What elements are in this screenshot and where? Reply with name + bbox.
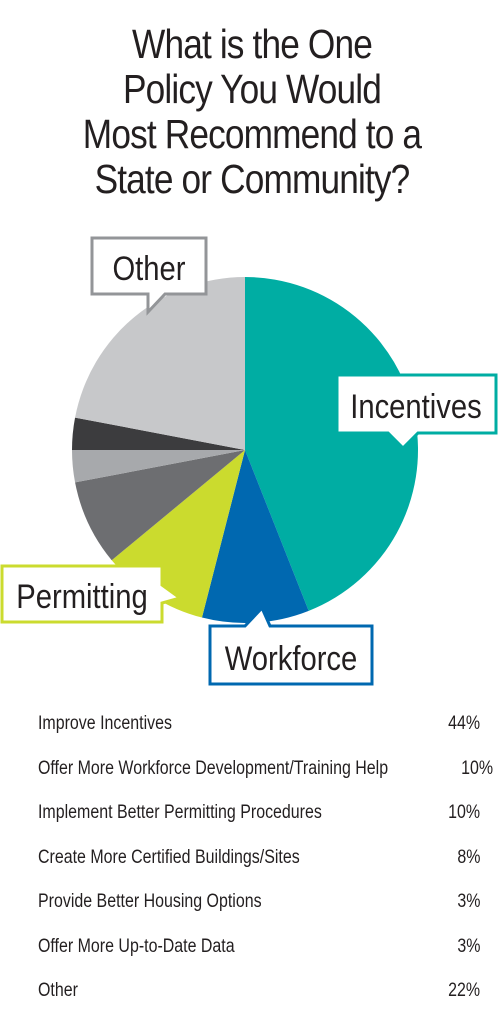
table-row: Provide Better Housing Options 3% bbox=[38, 891, 480, 936]
callout-box bbox=[0, 564, 184, 624]
row-label: Provide Better Housing Options bbox=[38, 891, 262, 912]
callout-label-workforce: Workforce bbox=[225, 639, 358, 678]
results-table: Improve Incentives 44% Offer More Workfo… bbox=[38, 713, 493, 1025]
title-line: Most Recommend to a bbox=[82, 111, 422, 157]
pie-slices bbox=[72, 277, 419, 623]
callout-box bbox=[335, 373, 498, 451]
row-label: Offer More Up-to-Date Data bbox=[38, 935, 235, 957]
title-line: State or Community? bbox=[94, 156, 411, 202]
callout-other: Other bbox=[90, 236, 208, 316]
row-value: 3% bbox=[456, 935, 480, 957]
chart-title: What is the One Policy You Would Most Re… bbox=[35, 22, 468, 202]
title-line: Policy You Would bbox=[122, 66, 382, 112]
callout-box bbox=[208, 605, 374, 686]
table-row: Create More Certified Buildings/Sites 8% bbox=[38, 847, 480, 892]
callout-label-other: Other bbox=[112, 249, 185, 288]
row-label: Create More Certified Buildings/Sites bbox=[38, 846, 300, 868]
row-value: 10% bbox=[448, 802, 480, 823]
callout-label-incentives: Incentives bbox=[350, 387, 482, 426]
title-line: What is the One bbox=[132, 21, 373, 67]
pie-slice-other bbox=[75, 277, 245, 450]
table-row: Offer More Workforce Development/Trainin… bbox=[38, 757, 493, 803]
pie-slice-offer-more-workforce-development-training-help bbox=[201, 450, 309, 623]
table-row: Implement Better Permitting Procedures 1… bbox=[38, 802, 480, 847]
row-value: 10% bbox=[460, 757, 493, 779]
callout-box bbox=[90, 236, 208, 316]
row-value: 22% bbox=[448, 980, 480, 1001]
callout-permitting: Permitting bbox=[0, 564, 184, 624]
table-row: Improve Incentives 44% bbox=[38, 713, 480, 758]
row-value: 8% bbox=[456, 846, 480, 868]
row-label: Other bbox=[38, 980, 78, 1001]
pie-chart: Other Incentives Permitting Workforce bbox=[0, 236, 498, 686]
row-label: Improve Incentives bbox=[38, 713, 172, 734]
pie-slice-create-more-certified-buildings-sites bbox=[75, 450, 245, 561]
callout-workforce: Workforce bbox=[208, 605, 374, 686]
row-value: 44% bbox=[448, 713, 480, 734]
table-row: Other 22% bbox=[38, 980, 480, 1025]
pie-slice-provide-better-housing-options bbox=[72, 450, 245, 483]
table-row: Offer More Up-to-Date Data 3% bbox=[38, 936, 480, 981]
pie-slice-improve-incentives bbox=[245, 277, 419, 611]
row-value: 3% bbox=[456, 891, 480, 912]
row-label: Offer More Workforce Development/Trainin… bbox=[38, 757, 389, 779]
row-label: Implement Better Permitting Procedures bbox=[38, 802, 322, 823]
callout-incentives: Incentives bbox=[335, 373, 498, 451]
pie-slice-offer-more-up-to-date-data bbox=[72, 417, 245, 450]
callout-label-permitting: Permitting bbox=[16, 577, 148, 616]
